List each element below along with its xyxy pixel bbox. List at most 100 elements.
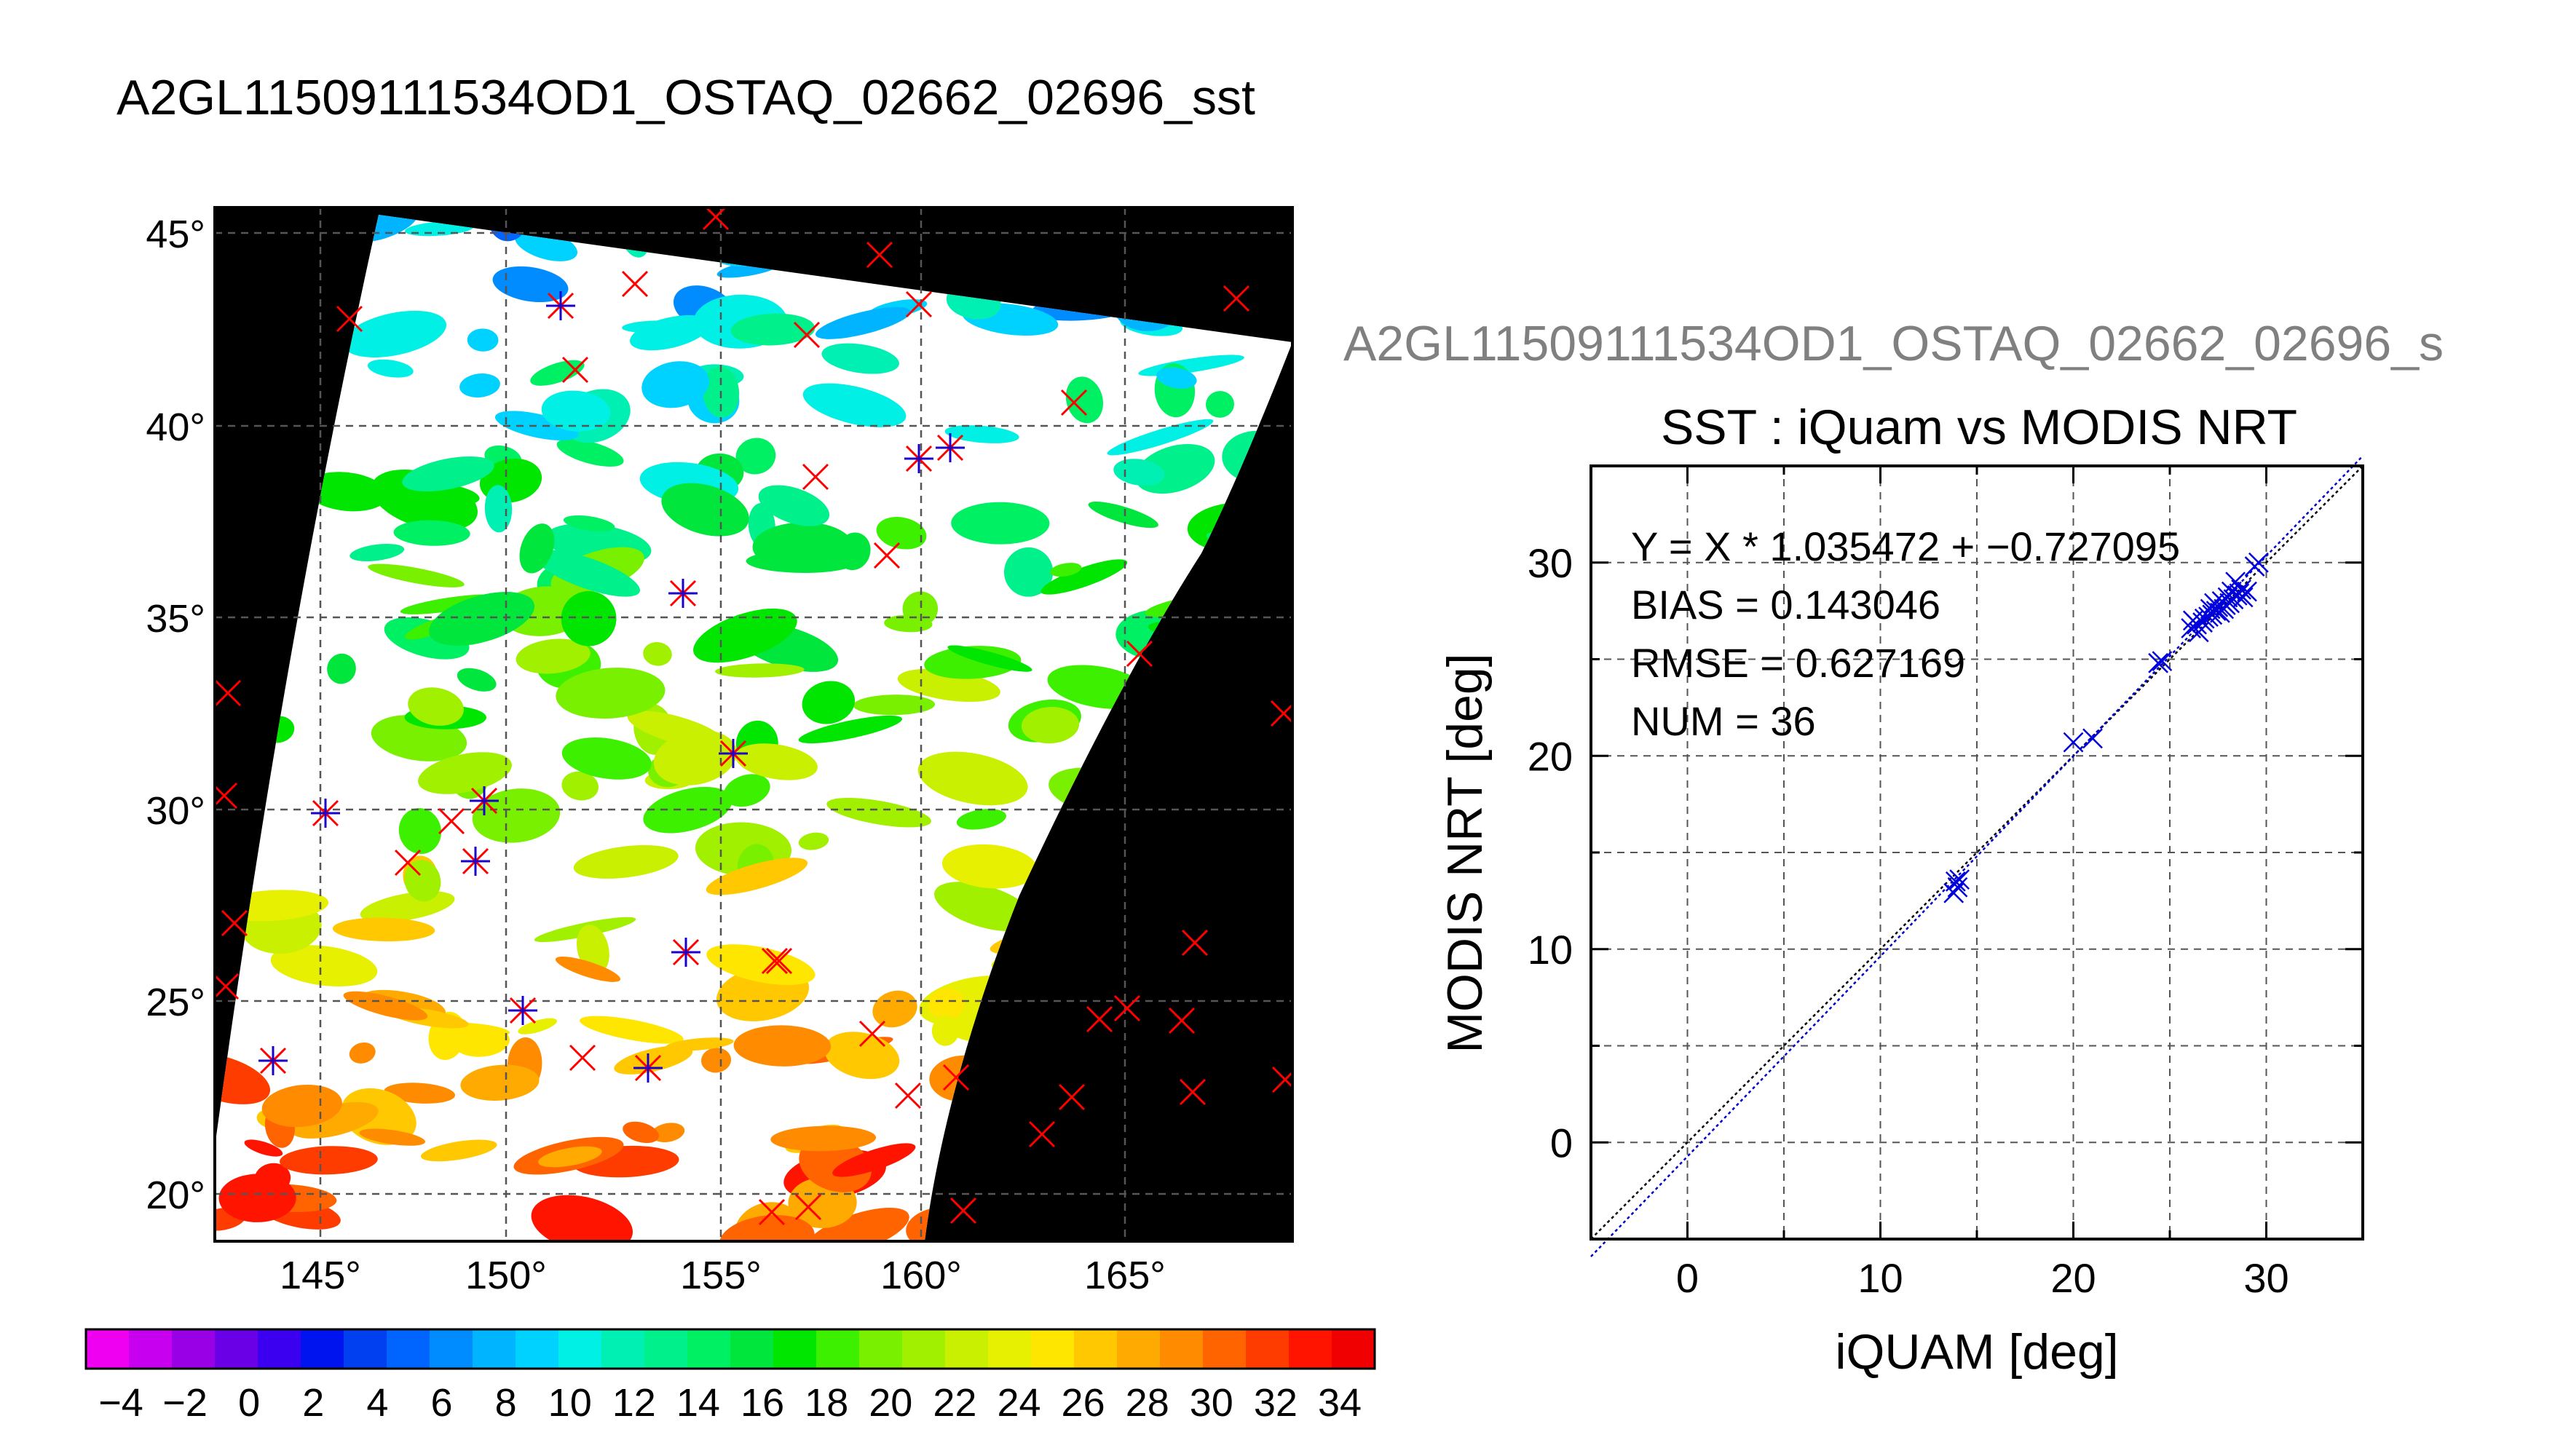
sst-patch [244, 1139, 283, 1157]
y-tick-label: 30 [1528, 540, 1573, 586]
sst-patch [563, 515, 615, 532]
sst-patch [218, 1174, 296, 1222]
sst-patch [641, 361, 709, 408]
x-tick-label: 0 [1676, 1255, 1699, 1301]
buoy-marker [793, 321, 821, 349]
sst-patch [368, 563, 465, 587]
sst-patch [460, 1064, 540, 1101]
sst-patch [798, 715, 903, 744]
buoy-marker [1086, 1005, 1113, 1033]
sst-patch [956, 809, 1006, 830]
scatter-grid [1591, 466, 2363, 1239]
buoy-marker [765, 947, 793, 975]
buoy-marker [858, 1020, 886, 1048]
x-tick-label: 10 [1857, 1255, 1903, 1301]
sst-patch [472, 788, 561, 843]
data-point [2231, 579, 2251, 600]
sst-patch [402, 456, 494, 492]
sst-patch [934, 882, 1035, 932]
colorbar [84, 1328, 1376, 1370]
y-axis-label: MODIS NRT [deg] [1437, 653, 1493, 1053]
buoy-marker [394, 849, 422, 877]
sst-patch [1113, 459, 1165, 486]
sst-patch [1156, 367, 1197, 389]
data-point-stroke [2152, 651, 2173, 672]
sst-patch [556, 668, 666, 719]
lat-label: 30° [146, 789, 205, 833]
buoy-marker [1028, 1120, 1056, 1148]
lon-label: 160° [880, 1254, 962, 1297]
sst-patch [730, 313, 816, 346]
lat-label: 20° [146, 1174, 205, 1217]
longitude-labels: 145° 150° 155° 160° 165° [280, 1254, 1166, 1297]
data-point-stroke [2082, 728, 2103, 749]
sst-patch [418, 752, 512, 794]
colorbar-label: 34 [1318, 1381, 1362, 1425]
sst-patch [290, 1101, 379, 1139]
y-tick-labels: 0 10 20 30 [1528, 540, 1573, 1166]
colorbar-cell [387, 1329, 430, 1369]
lon-label: 145° [280, 1254, 361, 1297]
sst-patch [261, 1085, 342, 1128]
sst-patch [944, 425, 1019, 443]
x-tick-labels: 0 10 20 30 [1676, 1255, 2289, 1301]
sst-patch [534, 550, 641, 597]
sst-patch [342, 310, 446, 357]
sst-patch [951, 502, 1050, 545]
colorbar-label: 24 [997, 1381, 1040, 1425]
colorbar-label: 0 [238, 1381, 260, 1425]
sst-patch [393, 520, 470, 546]
sst-patch [706, 944, 816, 986]
sst-patch [653, 730, 737, 786]
colorbar-cell [86, 1329, 130, 1369]
sst-patch [459, 373, 500, 397]
buoy-marker [1058, 1083, 1086, 1111]
colorbar-label: 6 [430, 1381, 452, 1425]
buoy-marker [873, 542, 901, 569]
data-point-stroke [2237, 581, 2257, 602]
sst-patch [735, 743, 818, 780]
data-point-stroke [1947, 877, 1968, 898]
data-point-stroke [1949, 869, 1970, 890]
sst-patch [941, 844, 1038, 889]
map-frame [213, 206, 1294, 1243]
colorbar-cell [1289, 1329, 1332, 1369]
sst-patch [805, 1207, 909, 1241]
buoy-marker [221, 909, 248, 937]
colorbar-label: 10 [548, 1381, 592, 1425]
data-point [2237, 581, 2257, 602]
colorbar-cell [1203, 1329, 1247, 1369]
colorbar-cell [730, 1329, 774, 1369]
colorbar-cell [601, 1329, 645, 1369]
sst-patch [719, 1214, 815, 1241]
colorbar-label: 12 [612, 1381, 656, 1425]
buoy-marker [215, 973, 240, 1000]
sst-patch [349, 1042, 376, 1064]
colorbar-cell [687, 1329, 731, 1369]
data-point [2152, 651, 2173, 672]
map-graticule [215, 207, 1292, 1241]
data-point [2232, 587, 2254, 608]
buoy-marker [1113, 994, 1141, 1022]
colorbar-cell [1031, 1329, 1075, 1369]
sst-patch [1107, 419, 1214, 456]
colorbar-cell [129, 1329, 173, 1369]
data-point [1947, 877, 1968, 898]
buoy-marker [1060, 389, 1088, 416]
colorbar-cell [473, 1329, 516, 1369]
sst-patch [770, 1125, 877, 1152]
colorbar-label: 4 [366, 1381, 388, 1425]
lon-label: 155° [680, 1254, 762, 1297]
sst-patch [404, 860, 441, 902]
chart-title: SST : iQuam vs MODIS NRT [1661, 400, 2297, 455]
sst-patch [538, 1146, 602, 1168]
colorbar-cell [1332, 1329, 1375, 1369]
sst-patch [700, 1048, 732, 1073]
colorbar-cell [1246, 1329, 1290, 1369]
sst-patch [733, 1025, 832, 1067]
sst-patch [752, 522, 853, 571]
colorbar-cell [1160, 1329, 1204, 1369]
colorbar-label: 2 [302, 1381, 324, 1425]
sst-patch [931, 1015, 960, 1046]
